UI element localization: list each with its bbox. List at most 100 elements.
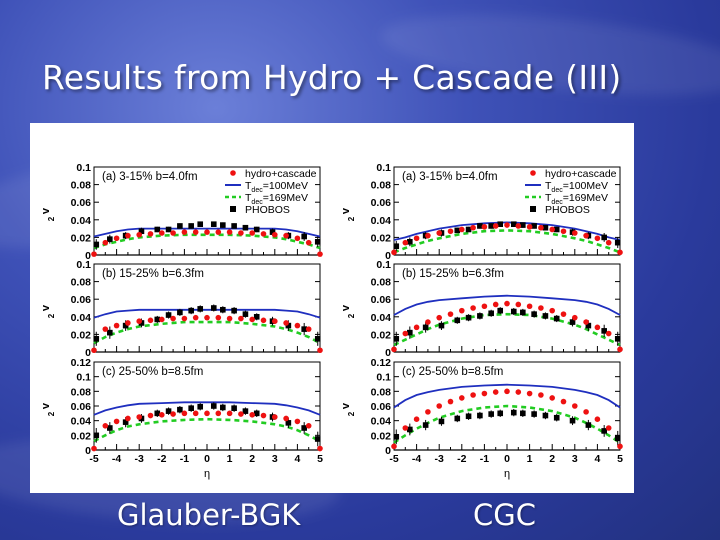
y-tick-label: 0 [385, 445, 391, 457]
phobos-point [177, 223, 183, 229]
hydro-cascade-point [249, 412, 255, 418]
hydro-cascade-point [204, 229, 210, 235]
hydro-cascade-point [125, 320, 131, 326]
hydro-cascade-point [481, 303, 488, 310]
y-tick-label: 0.06 [71, 294, 92, 306]
phobos-point [197, 306, 204, 312]
y-tick-label: 0.02 [71, 430, 92, 442]
hydro-cascade-point [402, 330, 409, 337]
hydro-cascade-point [391, 346, 397, 353]
legend-marker-hydro-cascade [530, 170, 536, 176]
hydro-cascade-point [526, 303, 533, 310]
slide-title: Results from Hydro + Cascade (III) [42, 58, 622, 97]
hydro-cascade-point [294, 322, 301, 329]
hydro-cascade-point [425, 409, 431, 415]
hydro-cascade-point [515, 389, 522, 395]
phobos-point [220, 404, 226, 411]
phobos-point [107, 425, 113, 431]
phobos-point [497, 307, 504, 314]
y-tick-label: 0.04 [71, 416, 92, 428]
hydro-cascade-point [147, 231, 154, 237]
phobos-point [569, 417, 576, 424]
hydro-cascade-point [425, 319, 431, 325]
y-axis-label-subscript: 2 [47, 313, 56, 318]
hydro-cascade-point [226, 410, 233, 417]
y-tick-label: 0.06 [371, 294, 392, 306]
hydro-cascade-point [413, 416, 420, 423]
phobos-point [242, 408, 249, 414]
x-tick-label: 5 [317, 453, 323, 465]
hydro-cascade-point [226, 229, 233, 235]
x-tick-label: -5 [89, 453, 98, 465]
hydro-cascade-point [459, 307, 465, 314]
phobos-point [253, 314, 260, 320]
y-tick-label: 0.06 [371, 197, 392, 209]
phobos-point [601, 428, 607, 434]
phobos-point [510, 221, 517, 227]
hydro-cascade-point [192, 410, 199, 417]
hydro-cascade-point [391, 249, 397, 256]
panel: 0 0.02 0.04 0.06 0.08 0.1 v 2 (b) 15-25% b=6.3fm [340, 259, 623, 359]
phobos-point [438, 418, 445, 425]
hydro-cascade-point [583, 409, 589, 415]
chart-glauber-bgk: 00.020.040.060.080.1v2(a) 3-15% b=4.0fm0… [40, 162, 323, 480]
x-tick-label: 4 [294, 453, 300, 465]
hydro-cascade-point [504, 388, 510, 395]
phobos-point [585, 322, 592, 329]
hydro-cascade-point [91, 445, 97, 452]
x-tick-label: 3 [272, 453, 278, 465]
figure-svg: 00.020.040.060.080.1v2(a) 3-15% b=4.0fm0… [40, 162, 623, 480]
phobos-point [242, 311, 249, 317]
legend-marker-phobos [530, 206, 536, 212]
hydro-cascade-point [283, 320, 289, 326]
phobos-point [188, 223, 194, 229]
phobos-point [165, 226, 172, 233]
hydro-cascade-point [594, 416, 601, 423]
hydro-cascade-point [492, 223, 499, 229]
phobos-point [614, 336, 621, 342]
phobos-point [438, 322, 445, 329]
phobos-point [601, 234, 607, 241]
phobos-point [393, 243, 400, 249]
y-tick-label: 0.12 [71, 357, 92, 369]
x-tick-label: -4 [112, 453, 121, 465]
y-tick-label: 0 [85, 250, 91, 262]
x-tick-label: -2 [157, 453, 166, 465]
y-axis-label-subscript: 2 [47, 216, 56, 221]
hydro-cascade-point [560, 228, 567, 235]
y-tick-label: 0.12 [371, 357, 392, 369]
hydro-cascade-point [572, 230, 578, 236]
x-tick-label: 1 [227, 453, 233, 465]
phobos-point [585, 422, 592, 428]
hydro-cascade-point [91, 347, 97, 354]
hydro-cascade-point [436, 314, 443, 321]
panel-frame [93, 361, 321, 451]
y-tick-label: 0.06 [371, 401, 392, 413]
y-axis-label-subscript: 2 [347, 313, 356, 318]
y-tick-label: 0 [385, 347, 391, 359]
phobos-point [231, 307, 237, 314]
panel: 0 0.02 0.04 0.06 0.08 0.1 v 2 (b) 15-25% b=6.3fm [40, 259, 323, 359]
phobos-point [520, 309, 526, 316]
phobos-point [220, 222, 226, 228]
hydro-cascade-point [272, 414, 278, 420]
hydro-cascade-point [617, 346, 623, 353]
hydro-cascade-point [447, 398, 454, 405]
phobos-point [107, 329, 113, 336]
hydro-cascade-point [215, 314, 222, 321]
phobos-point [510, 409, 517, 416]
phobos-point [107, 236, 113, 242]
panel-label: (b) 15-25% b=6.3fm [102, 268, 204, 280]
y-tick-label: 0.1 [76, 162, 91, 174]
x-tick-label: 2 [549, 453, 555, 465]
y-tick-label: 0.02 [371, 329, 392, 341]
panel-label: (a) 3-15% b=4.0fm [102, 171, 198, 183]
phobos-point [154, 226, 161, 233]
phobos-point [454, 415, 461, 422]
phobos-point [477, 412, 483, 419]
hydro-cascade-point [249, 316, 255, 323]
phobos-point [553, 414, 560, 421]
y-tick-label: 0.04 [371, 416, 392, 428]
y-axis-label: v [40, 402, 52, 409]
phobos-point [197, 403, 204, 410]
